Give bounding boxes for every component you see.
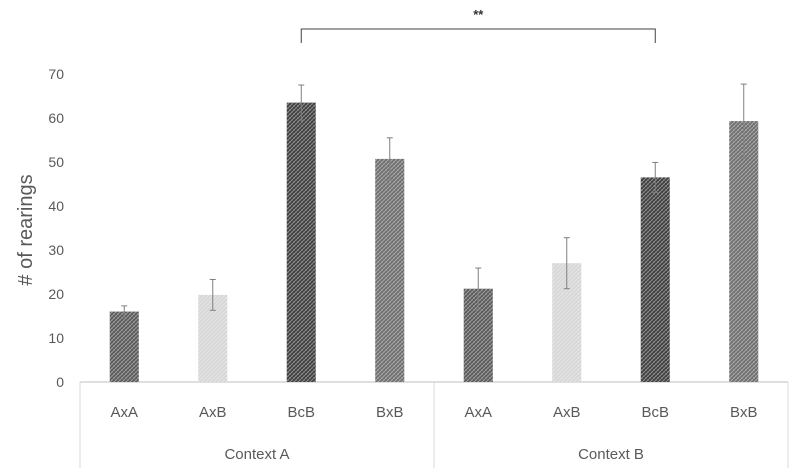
significance-bracket	[300, 28, 656, 43]
bar-texture	[109, 311, 139, 382]
category-label: BcB	[287, 404, 315, 421]
category-label: AxB	[199, 404, 227, 421]
y-tick-label: 50	[48, 154, 64, 170]
y-tick-label: 10	[48, 330, 64, 346]
y-axis-label: # of rearings	[15, 174, 37, 285]
category-label: BcB	[641, 404, 669, 421]
bar-texture	[640, 177, 670, 382]
y-tick-label: 0	[56, 374, 64, 390]
group-label: Context B	[578, 446, 644, 463]
bar-texture	[375, 158, 405, 382]
category-label: AxB	[553, 404, 581, 421]
bar-texture	[729, 121, 759, 382]
y-tick-label: 30	[48, 242, 64, 258]
group-label: Context A	[224, 446, 289, 463]
y-tick-label: 20	[48, 286, 64, 302]
category-label: AxA	[464, 404, 492, 421]
category-label: BxB	[376, 404, 404, 421]
plot-area: 0 10 20 30 40 50 60 70 AxA AxB BcB BxB AxA AxB BcB BxB C…	[48, 7, 789, 468]
y-tick-label: 60	[48, 110, 64, 126]
y-tick-label: 70	[48, 66, 64, 82]
category-label: BxB	[730, 404, 758, 421]
category-label: AxA	[110, 404, 138, 421]
bar-texture	[286, 102, 316, 382]
significance-marker: **	[473, 7, 484, 22]
y-tick-label: 40	[48, 198, 64, 214]
